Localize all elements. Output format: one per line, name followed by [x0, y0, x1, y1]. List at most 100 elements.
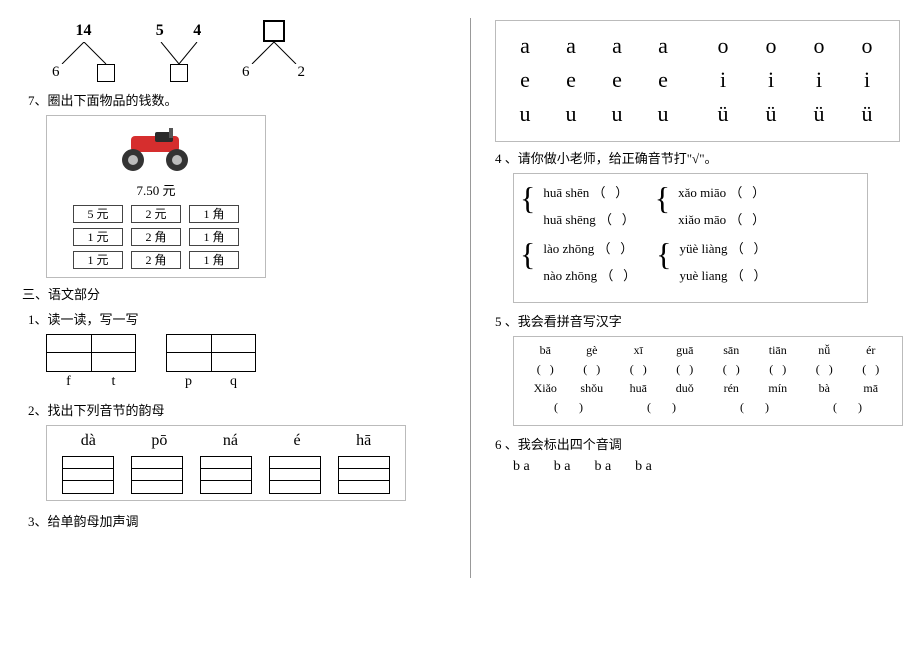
vowel: ü — [843, 101, 891, 127]
bond-3: 6 2 — [236, 20, 311, 82]
answer-box[interactable] — [200, 456, 252, 494]
brace-icon: { — [520, 182, 535, 228]
py: xī — [615, 343, 662, 358]
money-chip[interactable]: 2 元 — [131, 205, 181, 223]
vowel: e — [502, 67, 548, 93]
q6-label: 6 、我会标出四个音调 — [495, 434, 905, 453]
vowel: a — [548, 33, 594, 59]
vowel: e — [594, 67, 640, 93]
py: Xiǎo — [522, 381, 569, 396]
check-item[interactable]: yuè liang （ ） — [680, 265, 767, 284]
vowel: i — [843, 67, 891, 93]
check-item[interactable]: yüè liàng （ ） — [680, 238, 767, 257]
answer-paren[interactable]: ( ) — [708, 362, 755, 377]
vowel-card: aaaa oooo eeee iiii uuuu üüüü — [495, 20, 900, 142]
brace-icon: { — [656, 238, 671, 284]
tianzi-grid[interactable] — [166, 334, 256, 372]
answer-paren[interactable]: ( ) — [522, 400, 615, 415]
money-chip[interactable]: 2 角 — [131, 228, 181, 246]
hanzi-card: bā gè xī guā sān tiān nǚ ér ( ) ( ) ( ) … — [513, 336, 903, 426]
answer-paren[interactable]: ( ) — [569, 362, 616, 377]
py: sān — [708, 343, 755, 358]
py: mín — [755, 381, 802, 396]
answer-box[interactable] — [269, 456, 321, 494]
py: duǒ — [662, 381, 709, 396]
money-chip[interactable]: 5 元 — [73, 205, 123, 223]
answer-box[interactable] — [170, 64, 188, 82]
pinyin-row: Xiǎo shǒu huā duǒ rén mín bà mā — [522, 381, 894, 396]
money-chip[interactable]: 1 角 — [189, 251, 239, 269]
vowel: a — [640, 33, 686, 59]
money-chip[interactable]: 2 角 — [131, 251, 181, 269]
tone-item: b a — [594, 459, 611, 475]
vowel: i — [747, 67, 795, 93]
syl: ná — [223, 432, 238, 450]
vowel: o — [747, 33, 795, 59]
check-item[interactable]: xiǎo māo （ ） — [678, 209, 765, 228]
answer-paren[interactable]: ( ) — [848, 362, 895, 377]
check-item[interactable]: nào zhōng （ ） — [543, 265, 636, 284]
check-item[interactable]: xǎo miāo （ ） — [678, 182, 765, 201]
bond-lines-icon — [244, 42, 304, 64]
answer-paren[interactable]: ( ) — [662, 362, 709, 377]
vowel: i — [795, 67, 843, 93]
answer-paren[interactable]: ( ) — [615, 362, 662, 377]
vowel: u — [548, 101, 594, 127]
brace-icon: { — [520, 238, 535, 284]
bond-lines-icon — [149, 42, 209, 64]
letter-f: f — [46, 374, 91, 390]
syl: dà — [81, 432, 96, 450]
atv-icon — [111, 124, 201, 172]
check-item[interactable]: huā shēn （ ） — [543, 182, 634, 201]
py: shǒu — [569, 381, 616, 396]
answer-box[interactable] — [131, 456, 183, 494]
price: 7.50 元 — [51, 180, 261, 199]
money-chip[interactable]: 1 角 — [189, 205, 239, 223]
final-boxes — [53, 456, 399, 494]
py: gè — [569, 343, 616, 358]
bond-left-num: 6 — [242, 64, 250, 81]
bond-top-pair: 5 4 — [141, 20, 216, 42]
tianzi-grid[interactable] — [46, 334, 136, 372]
section-3-label: 三、语文部分 — [22, 284, 448, 303]
tone-item: b a — [513, 459, 530, 475]
paren-row: ( ) ( ) ( ) ( ) — [522, 400, 894, 415]
money-grid: 5 元 2 元 1 角 1 元 2 角 1 角 1 元 2 角 1 角 — [51, 205, 261, 269]
letter-p: p — [166, 374, 211, 390]
answer-paren[interactable]: ( ) — [755, 362, 802, 377]
check-row: { lào zhōng （ ） nào zhōng （ ） { yüè liàn… — [520, 238, 861, 284]
write-labels: ft pq — [46, 374, 448, 390]
answer-paren[interactable]: ( ) — [615, 400, 708, 415]
answer-box[interactable] — [62, 456, 114, 494]
q7-label: 7、圈出下面物品的钱数。 — [28, 90, 448, 109]
answer-box[interactable] — [97, 64, 115, 82]
answer-paren[interactable]: ( ) — [522, 362, 569, 377]
tone-item: b a — [554, 459, 571, 475]
q4-label: 4 、请你做小老师，给正确音节打"√"。 — [495, 148, 905, 167]
answer-paren[interactable]: ( ) — [708, 400, 801, 415]
letter-t: t — [91, 374, 136, 390]
check-item[interactable]: lào zhōng （ ） — [543, 238, 636, 257]
bond-top-l: 5 — [156, 20, 164, 42]
money-chip[interactable]: 1 角 — [189, 228, 239, 246]
answer-box[interactable] — [263, 20, 285, 42]
check-item[interactable]: huā shēng （ ） — [543, 209, 634, 228]
vowel: o — [699, 33, 747, 59]
check-card: { huā shēn （ ） huā shēng （ ） { xǎo miāo … — [513, 173, 868, 303]
brace-icon: { — [655, 182, 670, 228]
py: mā — [848, 381, 895, 396]
syl: hā — [356, 432, 371, 450]
vowel-row: uuuu üüüü — [496, 97, 899, 131]
answer-paren[interactable]: ( ) — [801, 362, 848, 377]
q2-label: 2、找出下列音节的韵母 — [28, 400, 448, 419]
answer-paren[interactable]: ( ) — [801, 400, 894, 415]
bond-lines-icon — [54, 42, 114, 64]
vowel: e — [548, 67, 594, 93]
answer-box[interactable] — [338, 456, 390, 494]
vowel: ü — [747, 101, 795, 127]
bond-top: 14 — [46, 20, 121, 42]
tones-row: b a b a b a b a — [513, 459, 905, 475]
bond-right-num: 2 — [298, 64, 306, 81]
money-chip[interactable]: 1 元 — [73, 251, 123, 269]
money-chip[interactable]: 1 元 — [73, 228, 123, 246]
